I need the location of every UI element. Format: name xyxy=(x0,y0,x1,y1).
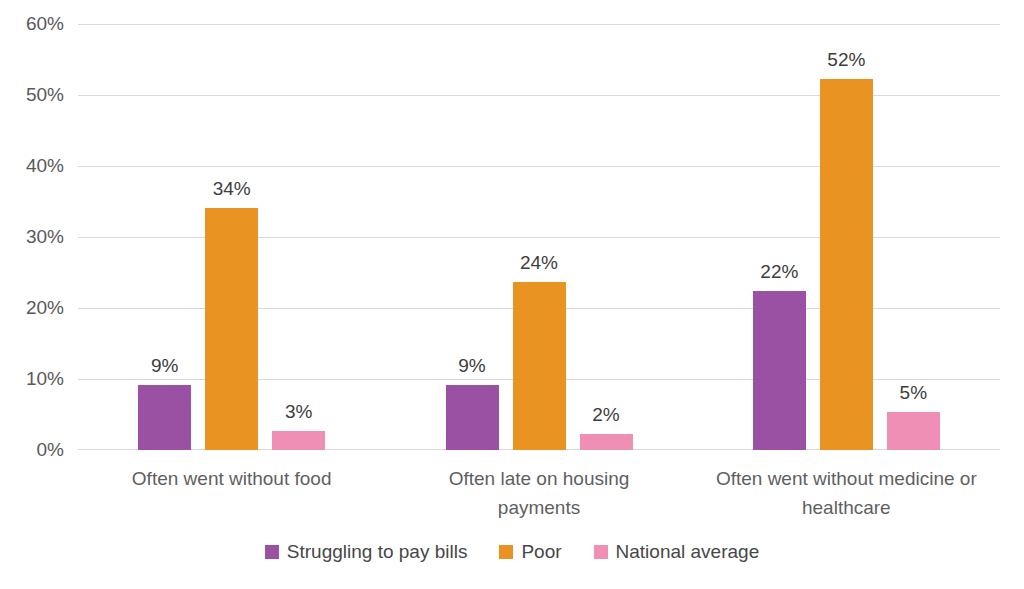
legend-item: Poor xyxy=(499,541,561,563)
category-label-line: Often went without food xyxy=(62,464,402,493)
legend-label: Struggling to pay bills xyxy=(287,541,468,563)
bar-value-label: 5% xyxy=(868,381,958,405)
bar-struggling xyxy=(753,291,806,450)
legend-label: National average xyxy=(616,541,760,563)
legend-item: Struggling to pay bills xyxy=(265,541,468,563)
bar-struggling xyxy=(138,385,191,450)
legend-swatch xyxy=(499,545,513,559)
bar-value-label: 9% xyxy=(120,354,210,378)
bar-value-label: 52% xyxy=(801,48,891,72)
bar-national-average xyxy=(887,412,940,450)
category-label: Often went without medicine orhealthcare xyxy=(676,464,1016,522)
y-axis-tick-label: 0% xyxy=(0,437,64,463)
bar-struggling xyxy=(446,385,499,450)
legend-label: Poor xyxy=(521,541,561,563)
legend: Struggling to pay bills Poor National aver… xyxy=(0,541,1024,563)
legend-swatch xyxy=(265,545,279,559)
bar-value-label: 24% xyxy=(494,251,584,275)
bar-value-label: 3% xyxy=(254,400,344,424)
y-axis-tick-label: 30% xyxy=(0,224,64,250)
y-axis-tick-label: 50% xyxy=(0,82,64,108)
bar-chart: 0% 10% 20% 30% 40% 50% 60% 9% 34% 3% 9% 24% 2% 22% 52… xyxy=(0,0,1024,589)
bar-value-label: 9% xyxy=(427,354,517,378)
category-label-line: Often late on housing xyxy=(369,464,709,493)
category-label-line: Often went without medicine or xyxy=(676,464,1016,493)
y-axis-tick-label: 10% xyxy=(0,366,64,392)
bar-poor xyxy=(205,208,258,450)
bar-national-average xyxy=(580,434,633,450)
category-label: Often went without food xyxy=(62,464,402,493)
gridline xyxy=(78,24,1000,25)
legend-swatch xyxy=(594,545,608,559)
y-axis-tick-label: 20% xyxy=(0,295,64,321)
bar-poor xyxy=(820,79,873,450)
category-label-line: payments xyxy=(369,493,709,522)
bar-value-label: 2% xyxy=(561,403,651,427)
bar-national-average xyxy=(272,431,325,450)
bar-poor xyxy=(513,282,566,450)
category-label: Often late on housingpayments xyxy=(369,464,709,522)
bar-value-label: 34% xyxy=(187,177,277,201)
bar-value-label: 22% xyxy=(734,260,824,284)
y-axis-tick-label: 40% xyxy=(0,153,64,179)
y-axis-tick-label: 60% xyxy=(0,11,64,37)
category-label-line: healthcare xyxy=(676,493,1016,522)
legend-item: National average xyxy=(594,541,760,563)
plot-area: 9% 34% 3% 9% 24% 2% 22% 52% 5% xyxy=(78,24,1000,450)
